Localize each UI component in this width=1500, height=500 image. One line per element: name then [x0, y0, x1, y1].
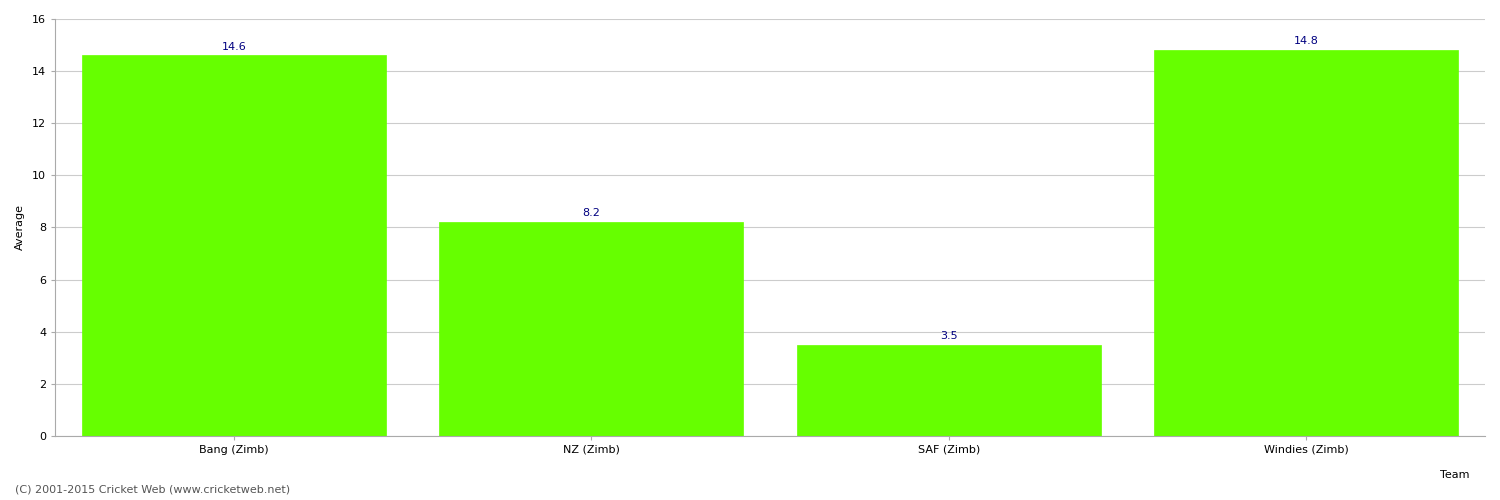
Bar: [1155, 50, 1458, 436]
Bar: [82, 56, 386, 436]
Text: 3.5: 3.5: [940, 331, 957, 341]
Text: 14.6: 14.6: [222, 42, 246, 51]
Text: 8.2: 8.2: [582, 208, 600, 218]
Text: Team: Team: [1440, 470, 1470, 480]
Text: (C) 2001-2015 Cricket Web (www.cricketweb.net): (C) 2001-2015 Cricket Web (www.cricketwe…: [15, 485, 290, 495]
Y-axis label: Average: Average: [15, 204, 26, 250]
Bar: [440, 222, 742, 436]
Text: 14.8: 14.8: [1294, 36, 1318, 46]
Bar: [796, 345, 1101, 436]
